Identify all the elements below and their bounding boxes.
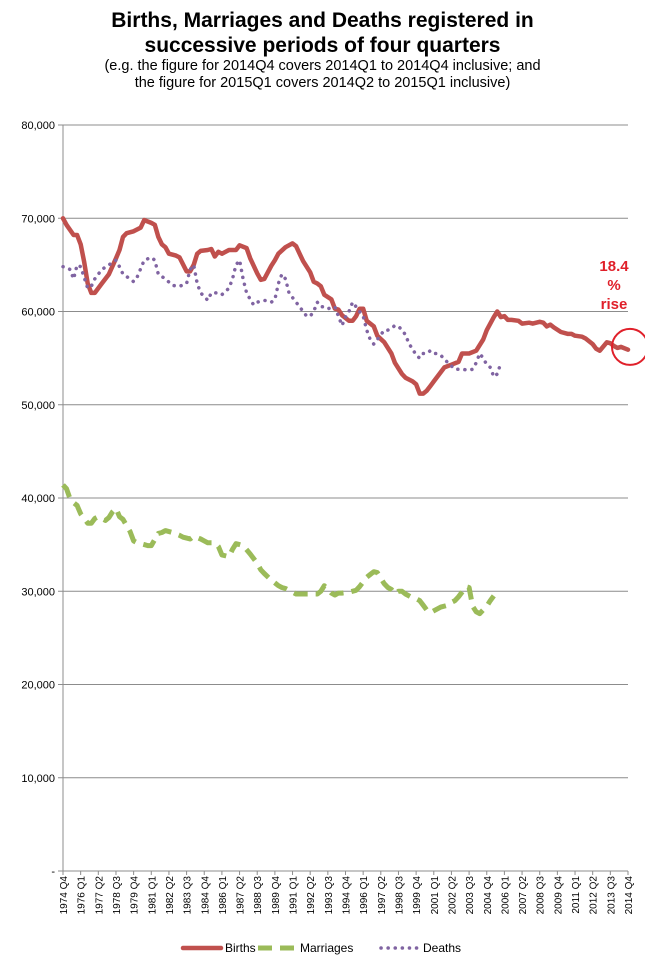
x-tick-label: 1997 Q2 (377, 876, 388, 915)
y-tick-label: 50,000 (21, 400, 55, 412)
x-tick-label: 1992 Q2 (306, 876, 317, 915)
x-tick-label: 1983 Q3 (183, 876, 194, 915)
annotations: 18.4% rise (599, 258, 645, 366)
series-line-births (60, 216, 631, 396)
chart-title-block: Births, Marriages and Deaths registered … (0, 8, 645, 92)
x-tick-label: 1994 Q4 (342, 876, 353, 915)
x-tick-label: 2002 Q2 (447, 876, 458, 915)
y-axis: 80,000 70,000 60,000 50,000 40,000 30,000 20,0… (21, 120, 64, 878)
x-tick-label: 1989 Q4 (271, 876, 282, 915)
annotation-circle (611, 327, 645, 366)
y-tick-label: 60,000 (21, 307, 55, 319)
x-tick-label: 1999 Q4 (412, 876, 423, 915)
legend-label-births: Births (225, 941, 256, 955)
x-tick-label: 2004 Q4 (483, 876, 494, 915)
legend: Births Marriages Deaths (180, 941, 461, 955)
chart-subtitle-line-1: (e.g. the figure for 2014Q4 covers 2014Q… (104, 58, 541, 74)
x-tick-label: 1988 Q3 (253, 876, 264, 915)
x-tick-label: 1993 Q3 (324, 876, 335, 915)
series-line-marriages (61, 483, 496, 617)
annotation-text: 18.4 (599, 258, 629, 275)
x-tick-label: 2009 Q4 (553, 876, 564, 915)
x-tick-label: 1974 Q4 (59, 876, 70, 915)
x-tick-label: 2011 Q1 (571, 876, 582, 914)
y-tick-label: 80,000 (21, 120, 55, 132)
y-tick-label: 10,000 (21, 773, 55, 785)
x-axis: 1974 Q4 1976 Q1 1977 Q2 1978 Q3 1979 Q4 1981 … (59, 870, 635, 915)
x-tick-label: 2003 Q3 (465, 876, 476, 915)
y-tick-label: 20,000 (21, 680, 55, 692)
x-tick-label: 1981 Q1 (147, 876, 158, 915)
x-tick-label: 2012 Q2 (589, 876, 600, 915)
chart-title-line-1: Births, Marriages and Deaths registered … (111, 9, 534, 32)
legend-label-marriages: Marriages (300, 941, 353, 955)
y-tick-label: - (51, 866, 55, 878)
x-tick-label: 2006 Q1 (500, 876, 511, 915)
x-tick-label: 2008 Q3 (536, 876, 547, 915)
chart-subtitle-line-2: the figure for 2015Q1 covers 2014Q2 to 2… (134, 75, 511, 91)
x-tick-label: 1998 Q3 (394, 876, 405, 915)
x-tick-label: 1978 Q3 (112, 876, 123, 915)
x-tick-label: 2013 Q3 (606, 876, 617, 915)
x-tick-label: 2007 Q2 (518, 876, 529, 915)
x-tick-label: 1996 Q1 (359, 876, 370, 915)
y-tick-label: 30,000 (21, 586, 55, 598)
x-tick-label: 1987 Q2 (236, 876, 247, 915)
x-tick-label: 2014 Q4 (624, 876, 635, 915)
x-tick-label: 2001 Q1 (430, 876, 441, 915)
x-tick-label: 1976 Q1 (77, 876, 88, 915)
x-tick-label: 1984 Q4 (200, 876, 211, 915)
x-tick-label: 1982 Q2 (165, 876, 176, 915)
series-line-deaths (61, 255, 503, 379)
x-tick-label: 1977 Q2 (94, 876, 105, 915)
series-lines (60, 216, 631, 617)
x-tick-label: 1979 Q4 (130, 876, 141, 915)
legend-label-deaths: Deaths (423, 941, 461, 955)
y-tick-label: 40,000 (21, 493, 55, 505)
x-tick-label: 1991 Q1 (289, 876, 300, 915)
x-tick-label: 1986 Q1 (218, 876, 229, 915)
gridlines (63, 124, 628, 779)
chart-title-line-2: successive periods of four quarters (144, 34, 501, 57)
y-tick-label: 70,000 (21, 213, 55, 225)
annotation-text: rise (601, 296, 628, 313)
annotation-text: % (607, 277, 620, 294)
